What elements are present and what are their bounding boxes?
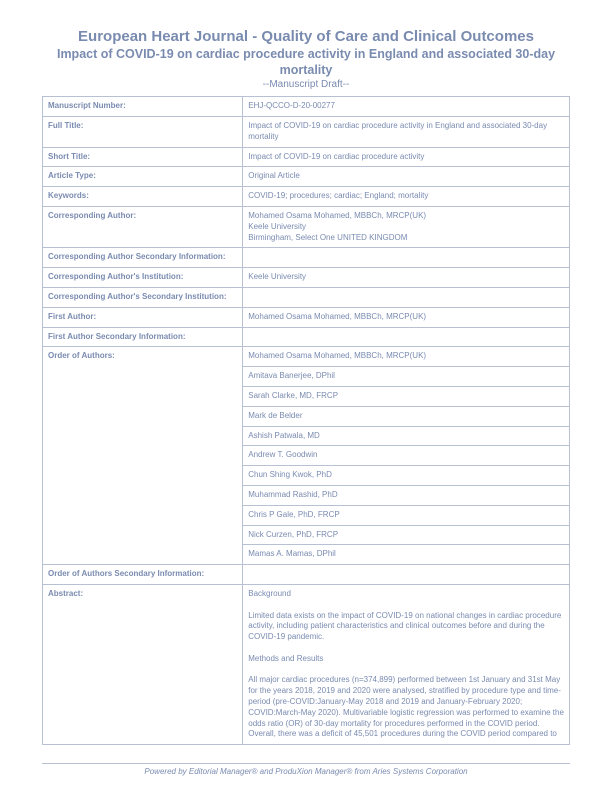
field-value [243, 327, 570, 347]
paper-title: Impact of COVID-19 on cardiac procedure … [42, 47, 570, 78]
field-value: Mohamed Osama Mohamed, MBBCh, MRCP(UK)Ke… [243, 207, 570, 248]
field-value: Mohamed Osama Mohamed, MBBCh, MRCP(UK) [243, 307, 570, 327]
table-row: Order of Authors:Mohamed Osama Mohamed, … [43, 347, 570, 367]
field-value: Ashish Patwala, MD [243, 426, 570, 446]
field-value: Sarah Clarke, MD, FRCP [243, 387, 570, 407]
table-row: Corresponding Author's Secondary Institu… [43, 288, 570, 308]
metadata-table: Manuscript Number:EHJ-QCCO-D-20-00277Ful… [42, 96, 570, 745]
field-value: Chun Shing Kwok, PhD [243, 466, 570, 486]
field-label: Corresponding Author: [43, 207, 243, 248]
field-value: Mohamed Osama Mohamed, MBBCh, MRCP(UK) [243, 347, 570, 367]
table-row: Article Type:Original Article [43, 167, 570, 187]
footer-divider [42, 763, 570, 764]
field-value [243, 565, 570, 585]
table-row: Corresponding Author:Mohamed Osama Moham… [43, 207, 570, 248]
field-value [243, 248, 570, 268]
field-value: Chris P Gale, PhD, FRCP [243, 505, 570, 525]
field-label: Article Type: [43, 167, 243, 187]
field-label: Short Title: [43, 147, 243, 167]
field-value: Muhammad Rashid, PhD [243, 485, 570, 505]
field-label: Corresponding Author's Secondary Institu… [43, 288, 243, 308]
table-row: Full Title:Impact of COVID-19 on cardiac… [43, 117, 570, 148]
field-value: COVID-19; procedures; cardiac; England; … [243, 187, 570, 207]
field-label: Order of Authors Secondary Information: [43, 565, 243, 585]
journal-title: European Heart Journal - Quality of Care… [42, 28, 570, 45]
table-row: Order of Authors Secondary Information: [43, 565, 570, 585]
field-value: EHJ-QCCO-D-20-00277 [243, 97, 570, 117]
table-row: First Author Secondary Information: [43, 327, 570, 347]
field-label: Keywords: [43, 187, 243, 207]
field-value: Amitava Banerjee, DPhil [243, 367, 570, 387]
field-value: Nick Curzen, PhD, FRCP [243, 525, 570, 545]
field-label: Full Title: [43, 117, 243, 148]
table-row: First Author:Mohamed Osama Mohamed, MBBC… [43, 307, 570, 327]
field-label: Manuscript Number: [43, 97, 243, 117]
page-footer: Powered by Editorial Manager® and ProduX… [0, 763, 612, 776]
table-row: Manuscript Number:EHJ-QCCO-D-20-00277 [43, 97, 570, 117]
field-value: Keele University [243, 268, 570, 288]
field-label: Corresponding Author Secondary Informati… [43, 248, 243, 268]
field-label: First Author: [43, 307, 243, 327]
field-value [243, 288, 570, 308]
field-label: Abstract: [43, 584, 243, 744]
field-label: Corresponding Author's Institution: [43, 268, 243, 288]
field-value: Impact of COVID-19 on cardiac procedure … [243, 147, 570, 167]
field-value: Impact of COVID-19 on cardiac procedure … [243, 117, 570, 148]
table-row: Corresponding Author's Institution:Keele… [43, 268, 570, 288]
table-row: Corresponding Author Secondary Informati… [43, 248, 570, 268]
footer-text: Powered by Editorial Manager® and ProduX… [144, 767, 467, 776]
field-value: Andrew T. Goodwin [243, 446, 570, 466]
table-row: Abstract:Background Limited data exists … [43, 584, 570, 744]
field-label: First Author Secondary Information: [43, 327, 243, 347]
field-value: Original Article [243, 167, 570, 187]
manuscript-draft-label: --Manuscript Draft-- [42, 79, 570, 90]
table-row: Short Title:Impact of COVID-19 on cardia… [43, 147, 570, 167]
table-row: Keywords:COVID-19; procedures; cardiac; … [43, 187, 570, 207]
field-value: Background Limited data exists on the im… [243, 584, 570, 744]
field-value: Mamas A. Mamas, DPhil [243, 545, 570, 565]
field-value: Mark de Belder [243, 406, 570, 426]
field-label: Order of Authors: [43, 347, 243, 565]
